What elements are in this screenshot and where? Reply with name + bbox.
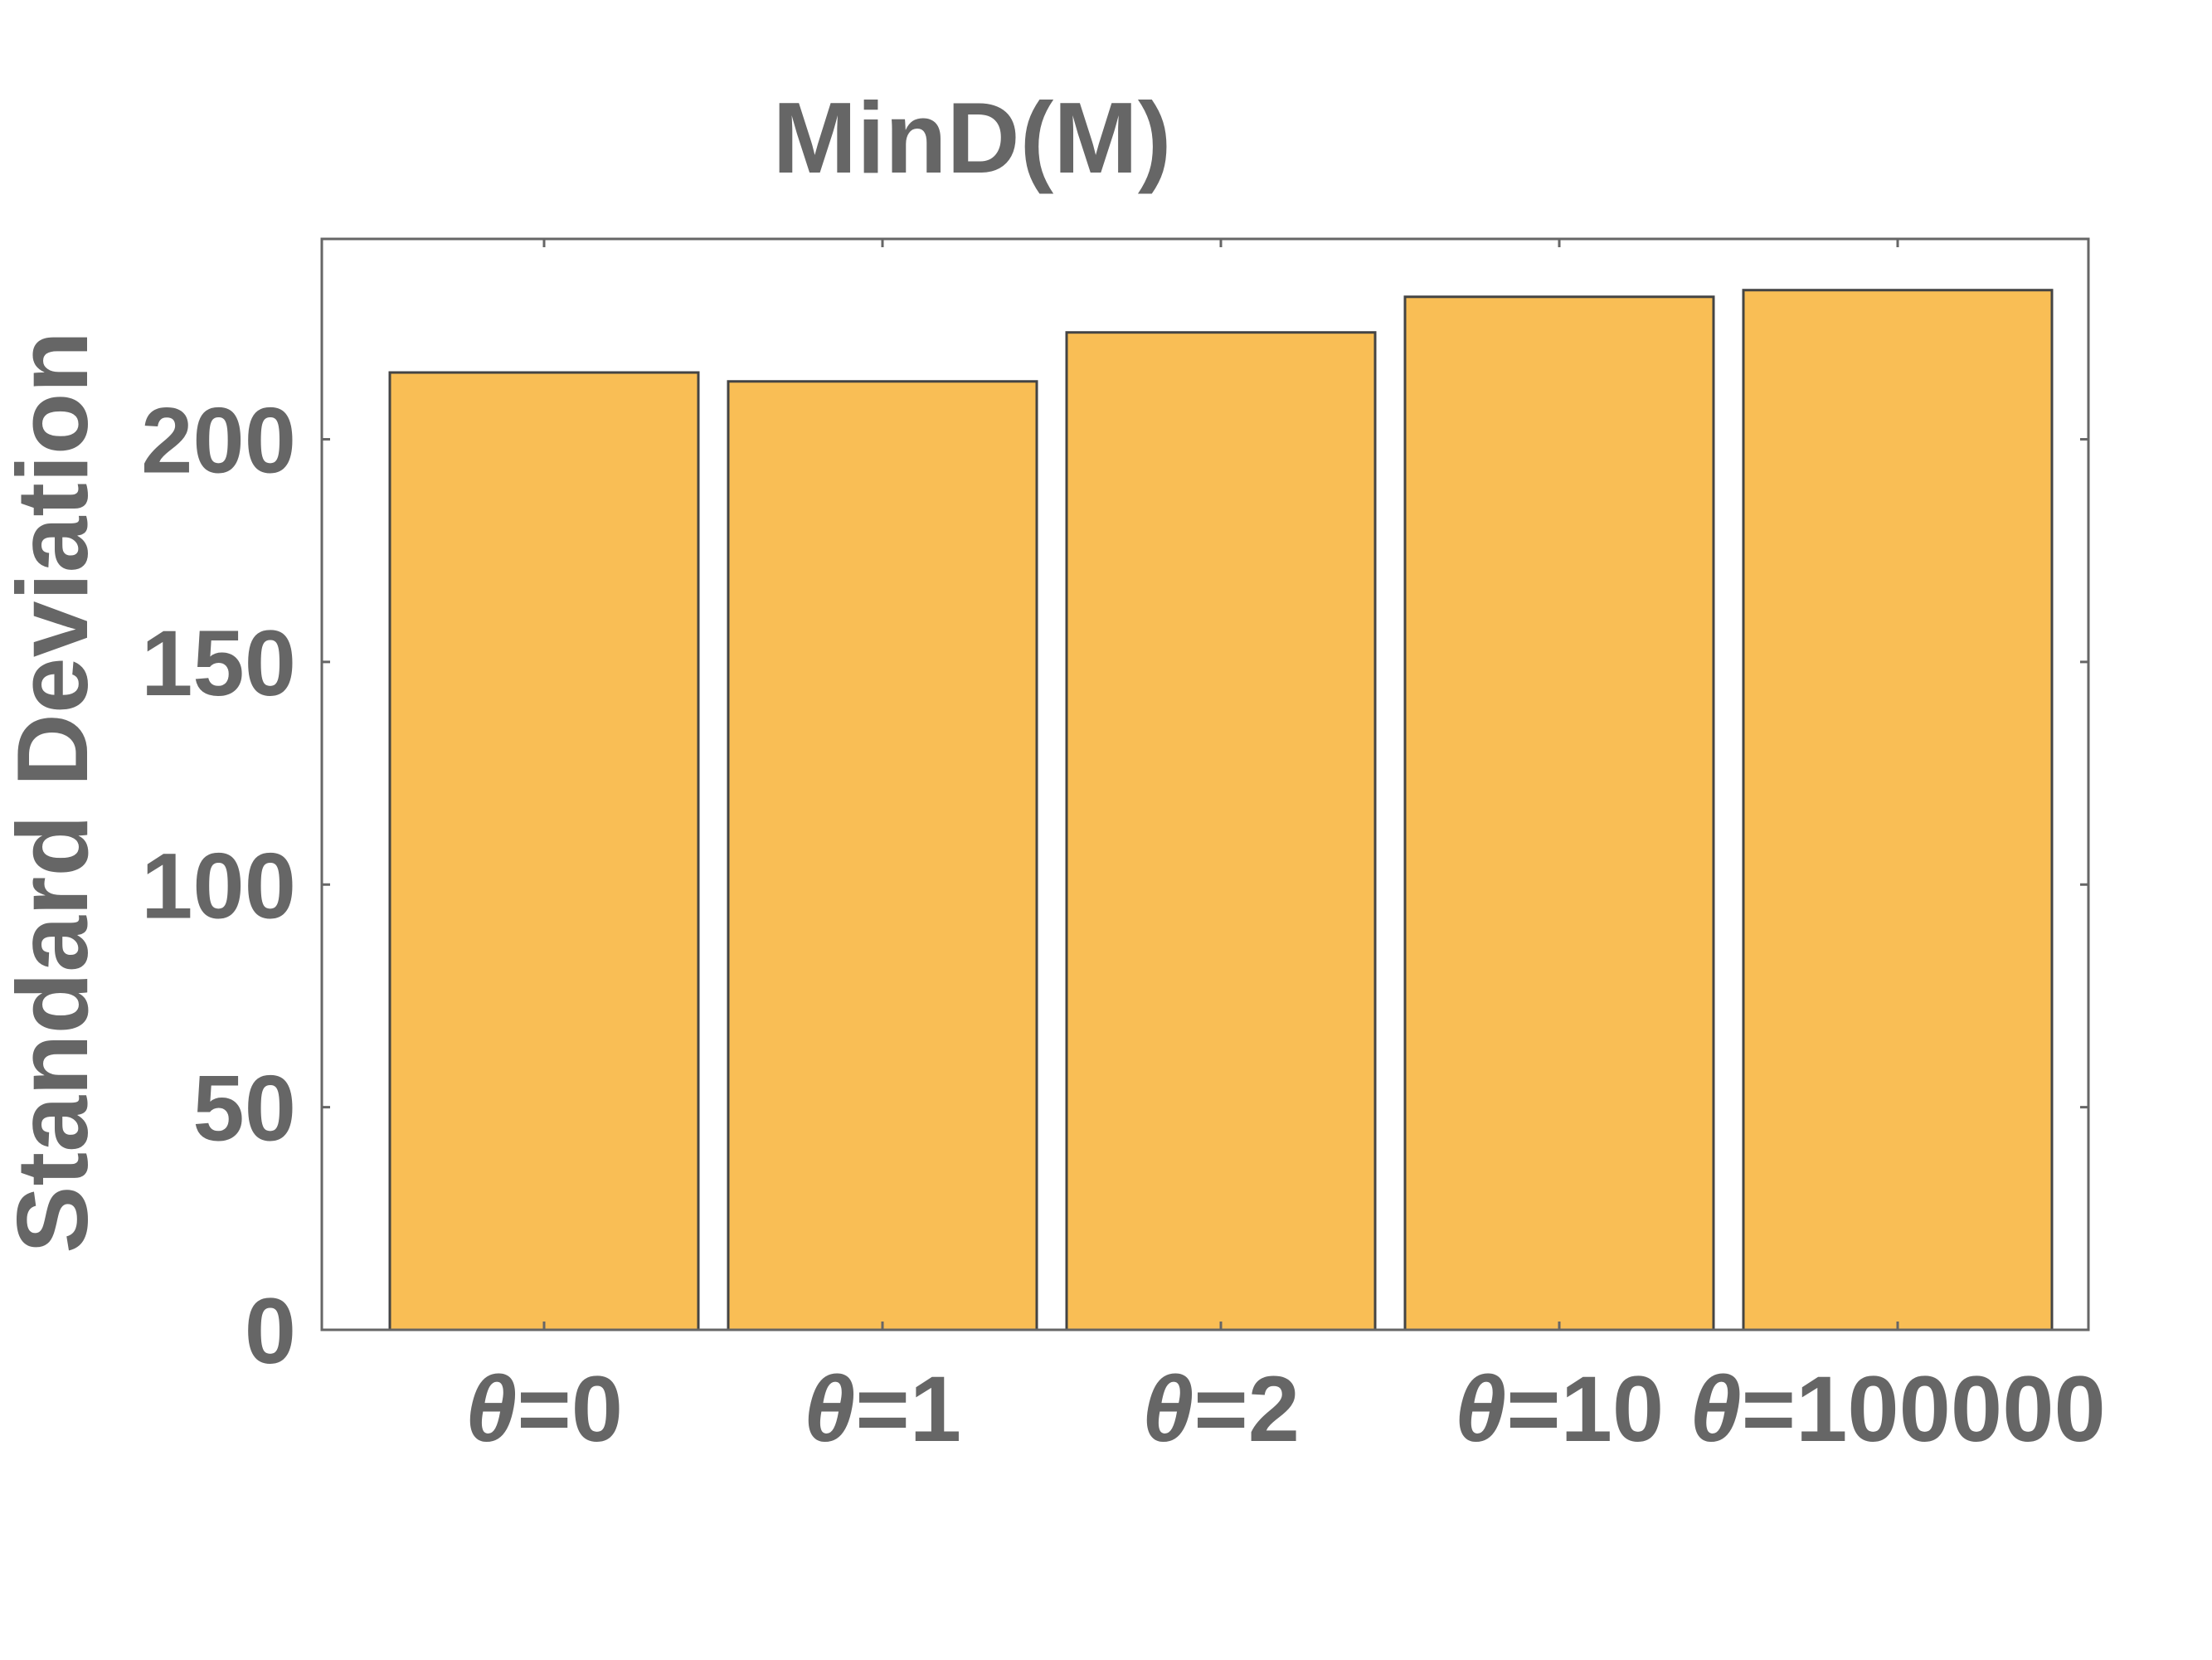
x-tick-label-4: θ=100000: [1689, 1357, 2106, 1461]
bar-2: [1065, 331, 1377, 1331]
x-tick-label-0: θ=0: [465, 1357, 623, 1461]
y-tick-label-1: 50: [192, 1057, 296, 1161]
bars-group: [388, 289, 2054, 1331]
y-tick-label-3: 150: [141, 611, 296, 715]
plot-frame: [320, 237, 2090, 1331]
x-tick-labels: θ=0 θ=1 θ=2 θ=10 θ=100000: [465, 1357, 2106, 1461]
y-tick-label-2: 100: [141, 834, 296, 937]
x-tick-label-1: θ=1: [804, 1357, 961, 1461]
bar-4: [1742, 289, 2054, 1331]
chart-title: MinD(M): [772, 81, 1171, 194]
y-tick-labels: 0 50 100 150 200: [141, 389, 296, 1383]
bar-0: [388, 371, 700, 1331]
bar-3: [1403, 295, 1715, 1331]
y-tick-label-0: 0: [245, 1279, 296, 1383]
x-tick-label-2: θ=2: [1142, 1357, 1300, 1461]
bar-1: [727, 380, 1038, 1331]
x-tick-label-3: θ=10: [1455, 1357, 1664, 1461]
y-tick-label-4: 200: [141, 389, 296, 493]
y-axis-label: Standard Deviation: [0, 331, 109, 1254]
